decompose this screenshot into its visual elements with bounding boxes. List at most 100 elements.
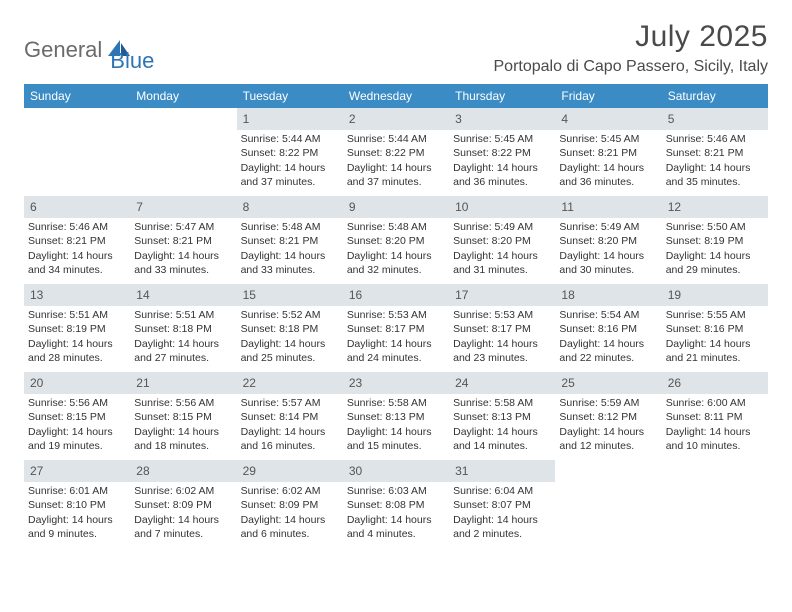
day-body: Sunrise: 5:57 AMSunset: 8:14 PMDaylight:… [237, 394, 343, 457]
sunset-text: Sunset: 8:08 PM [347, 498, 445, 512]
daylight-text: Daylight: 14 hours and 29 minutes. [666, 249, 764, 277]
day-body: Sunrise: 5:44 AMSunset: 8:22 PMDaylight:… [343, 130, 449, 193]
day-number: 2 [343, 108, 449, 130]
day-number: 9 [343, 196, 449, 218]
day-cell [130, 108, 236, 196]
day-number: 20 [24, 372, 130, 394]
sunset-text: Sunset: 8:16 PM [559, 322, 657, 336]
day-body: Sunrise: 5:53 AMSunset: 8:17 PMDaylight:… [343, 306, 449, 369]
day-cell: 8Sunrise: 5:48 AMSunset: 8:21 PMDaylight… [237, 196, 343, 284]
sunrise-text: Sunrise: 6:01 AM [28, 484, 126, 498]
week-row: 6Sunrise: 5:46 AMSunset: 8:21 PMDaylight… [24, 196, 768, 284]
day-body: Sunrise: 5:52 AMSunset: 8:18 PMDaylight:… [237, 306, 343, 369]
day-cell: 29Sunrise: 6:02 AMSunset: 8:09 PMDayligh… [237, 460, 343, 548]
day-cell: 20Sunrise: 5:56 AMSunset: 8:15 PMDayligh… [24, 372, 130, 460]
day-number: 3 [449, 108, 555, 130]
sunset-text: Sunset: 8:18 PM [241, 322, 339, 336]
sunrise-text: Sunrise: 5:46 AM [666, 132, 764, 146]
daylight-text: Daylight: 14 hours and 10 minutes. [666, 425, 764, 453]
sunrise-text: Sunrise: 6:04 AM [453, 484, 551, 498]
daylight-text: Daylight: 14 hours and 25 minutes. [241, 337, 339, 365]
day-number: 4 [555, 108, 661, 130]
sunset-text: Sunset: 8:20 PM [559, 234, 657, 248]
sunset-text: Sunset: 8:20 PM [453, 234, 551, 248]
sunrise-text: Sunrise: 5:52 AM [241, 308, 339, 322]
sunset-text: Sunset: 8:17 PM [347, 322, 445, 336]
day-body: Sunrise: 6:02 AMSunset: 8:09 PMDaylight:… [237, 482, 343, 545]
day-cell: 22Sunrise: 5:57 AMSunset: 8:14 PMDayligh… [237, 372, 343, 460]
daylight-text: Daylight: 14 hours and 23 minutes. [453, 337, 551, 365]
daylight-text: Daylight: 14 hours and 32 minutes. [347, 249, 445, 277]
day-header-monday: Monday [130, 84, 236, 108]
location-subtitle: Portopalo di Capo Passero, Sicily, Italy [494, 58, 769, 76]
day-number: 25 [555, 372, 661, 394]
daylight-text: Daylight: 14 hours and 24 minutes. [347, 337, 445, 365]
day-body: Sunrise: 5:46 AMSunset: 8:21 PMDaylight:… [24, 218, 130, 281]
sunrise-text: Sunrise: 5:58 AM [453, 396, 551, 410]
sunset-text: Sunset: 8:21 PM [559, 146, 657, 160]
sunrise-text: Sunrise: 5:51 AM [28, 308, 126, 322]
day-body: Sunrise: 5:55 AMSunset: 8:16 PMDaylight:… [662, 306, 768, 369]
daylight-text: Daylight: 14 hours and 28 minutes. [28, 337, 126, 365]
day-cell: 10Sunrise: 5:49 AMSunset: 8:20 PMDayligh… [449, 196, 555, 284]
daylight-text: Daylight: 14 hours and 30 minutes. [559, 249, 657, 277]
daylight-text: Daylight: 14 hours and 14 minutes. [453, 425, 551, 453]
sunset-text: Sunset: 8:12 PM [559, 410, 657, 424]
day-header-sunday: Sunday [24, 84, 130, 108]
day-cell [24, 108, 130, 196]
day-cell: 11Sunrise: 5:49 AMSunset: 8:20 PMDayligh… [555, 196, 661, 284]
day-number: 18 [555, 284, 661, 306]
day-number: 26 [662, 372, 768, 394]
sunset-text: Sunset: 8:09 PM [134, 498, 232, 512]
sunrise-text: Sunrise: 6:00 AM [666, 396, 764, 410]
sunset-text: Sunset: 8:21 PM [134, 234, 232, 248]
sunset-text: Sunset: 8:14 PM [241, 410, 339, 424]
sunset-text: Sunset: 8:07 PM [453, 498, 551, 512]
brand-logo: General Blue [24, 20, 154, 74]
day-body: Sunrise: 5:50 AMSunset: 8:19 PMDaylight:… [662, 218, 768, 281]
sunset-text: Sunset: 8:19 PM [666, 234, 764, 248]
day-number: 7 [130, 196, 236, 218]
day-number: 5 [662, 108, 768, 130]
sunrise-text: Sunrise: 6:02 AM [241, 484, 339, 498]
daylight-text: Daylight: 14 hours and 33 minutes. [241, 249, 339, 277]
sunset-text: Sunset: 8:21 PM [28, 234, 126, 248]
day-body: Sunrise: 6:04 AMSunset: 8:07 PMDaylight:… [449, 482, 555, 545]
sunrise-text: Sunrise: 5:56 AM [134, 396, 232, 410]
daylight-text: Daylight: 14 hours and 12 minutes. [559, 425, 657, 453]
day-cell: 7Sunrise: 5:47 AMSunset: 8:21 PMDaylight… [130, 196, 236, 284]
day-cell: 13Sunrise: 5:51 AMSunset: 8:19 PMDayligh… [24, 284, 130, 372]
day-number: 28 [130, 460, 236, 482]
daylight-text: Daylight: 14 hours and 18 minutes. [134, 425, 232, 453]
sunrise-text: Sunrise: 5:50 AM [666, 220, 764, 234]
day-body: Sunrise: 6:01 AMSunset: 8:10 PMDaylight:… [24, 482, 130, 545]
sunrise-text: Sunrise: 5:45 AM [453, 132, 551, 146]
brand-blue: Blue [110, 48, 154, 74]
day-cell: 17Sunrise: 5:53 AMSunset: 8:17 PMDayligh… [449, 284, 555, 372]
day-number [130, 108, 236, 130]
day-number: 30 [343, 460, 449, 482]
sunset-text: Sunset: 8:22 PM [453, 146, 551, 160]
day-number: 29 [237, 460, 343, 482]
sunrise-text: Sunrise: 5:45 AM [559, 132, 657, 146]
sunset-text: Sunset: 8:13 PM [453, 410, 551, 424]
day-body: Sunrise: 5:56 AMSunset: 8:15 PMDaylight:… [24, 394, 130, 457]
sunrise-text: Sunrise: 5:53 AM [347, 308, 445, 322]
daylight-text: Daylight: 14 hours and 7 minutes. [134, 513, 232, 541]
day-body: Sunrise: 5:51 AMSunset: 8:18 PMDaylight:… [130, 306, 236, 369]
day-header-tuesday: Tuesday [237, 84, 343, 108]
sunrise-text: Sunrise: 5:53 AM [453, 308, 551, 322]
daylight-text: Daylight: 14 hours and 36 minutes. [453, 161, 551, 189]
sunrise-text: Sunrise: 6:03 AM [347, 484, 445, 498]
day-number: 15 [237, 284, 343, 306]
day-header-row: Sunday Monday Tuesday Wednesday Thursday… [24, 84, 768, 108]
day-number: 6 [24, 196, 130, 218]
sunrise-text: Sunrise: 5:49 AM [559, 220, 657, 234]
sunrise-text: Sunrise: 5:55 AM [666, 308, 764, 322]
day-number [555, 460, 661, 482]
sunrise-text: Sunrise: 5:46 AM [28, 220, 126, 234]
day-number: 23 [343, 372, 449, 394]
sunset-text: Sunset: 8:21 PM [666, 146, 764, 160]
daylight-text: Daylight: 14 hours and 6 minutes. [241, 513, 339, 541]
day-body: Sunrise: 6:03 AMSunset: 8:08 PMDaylight:… [343, 482, 449, 545]
